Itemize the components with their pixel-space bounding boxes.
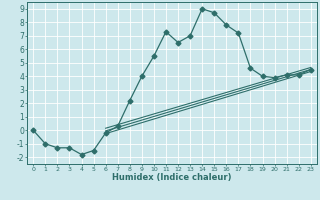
X-axis label: Humidex (Indice chaleur): Humidex (Indice chaleur) [112,173,232,182]
